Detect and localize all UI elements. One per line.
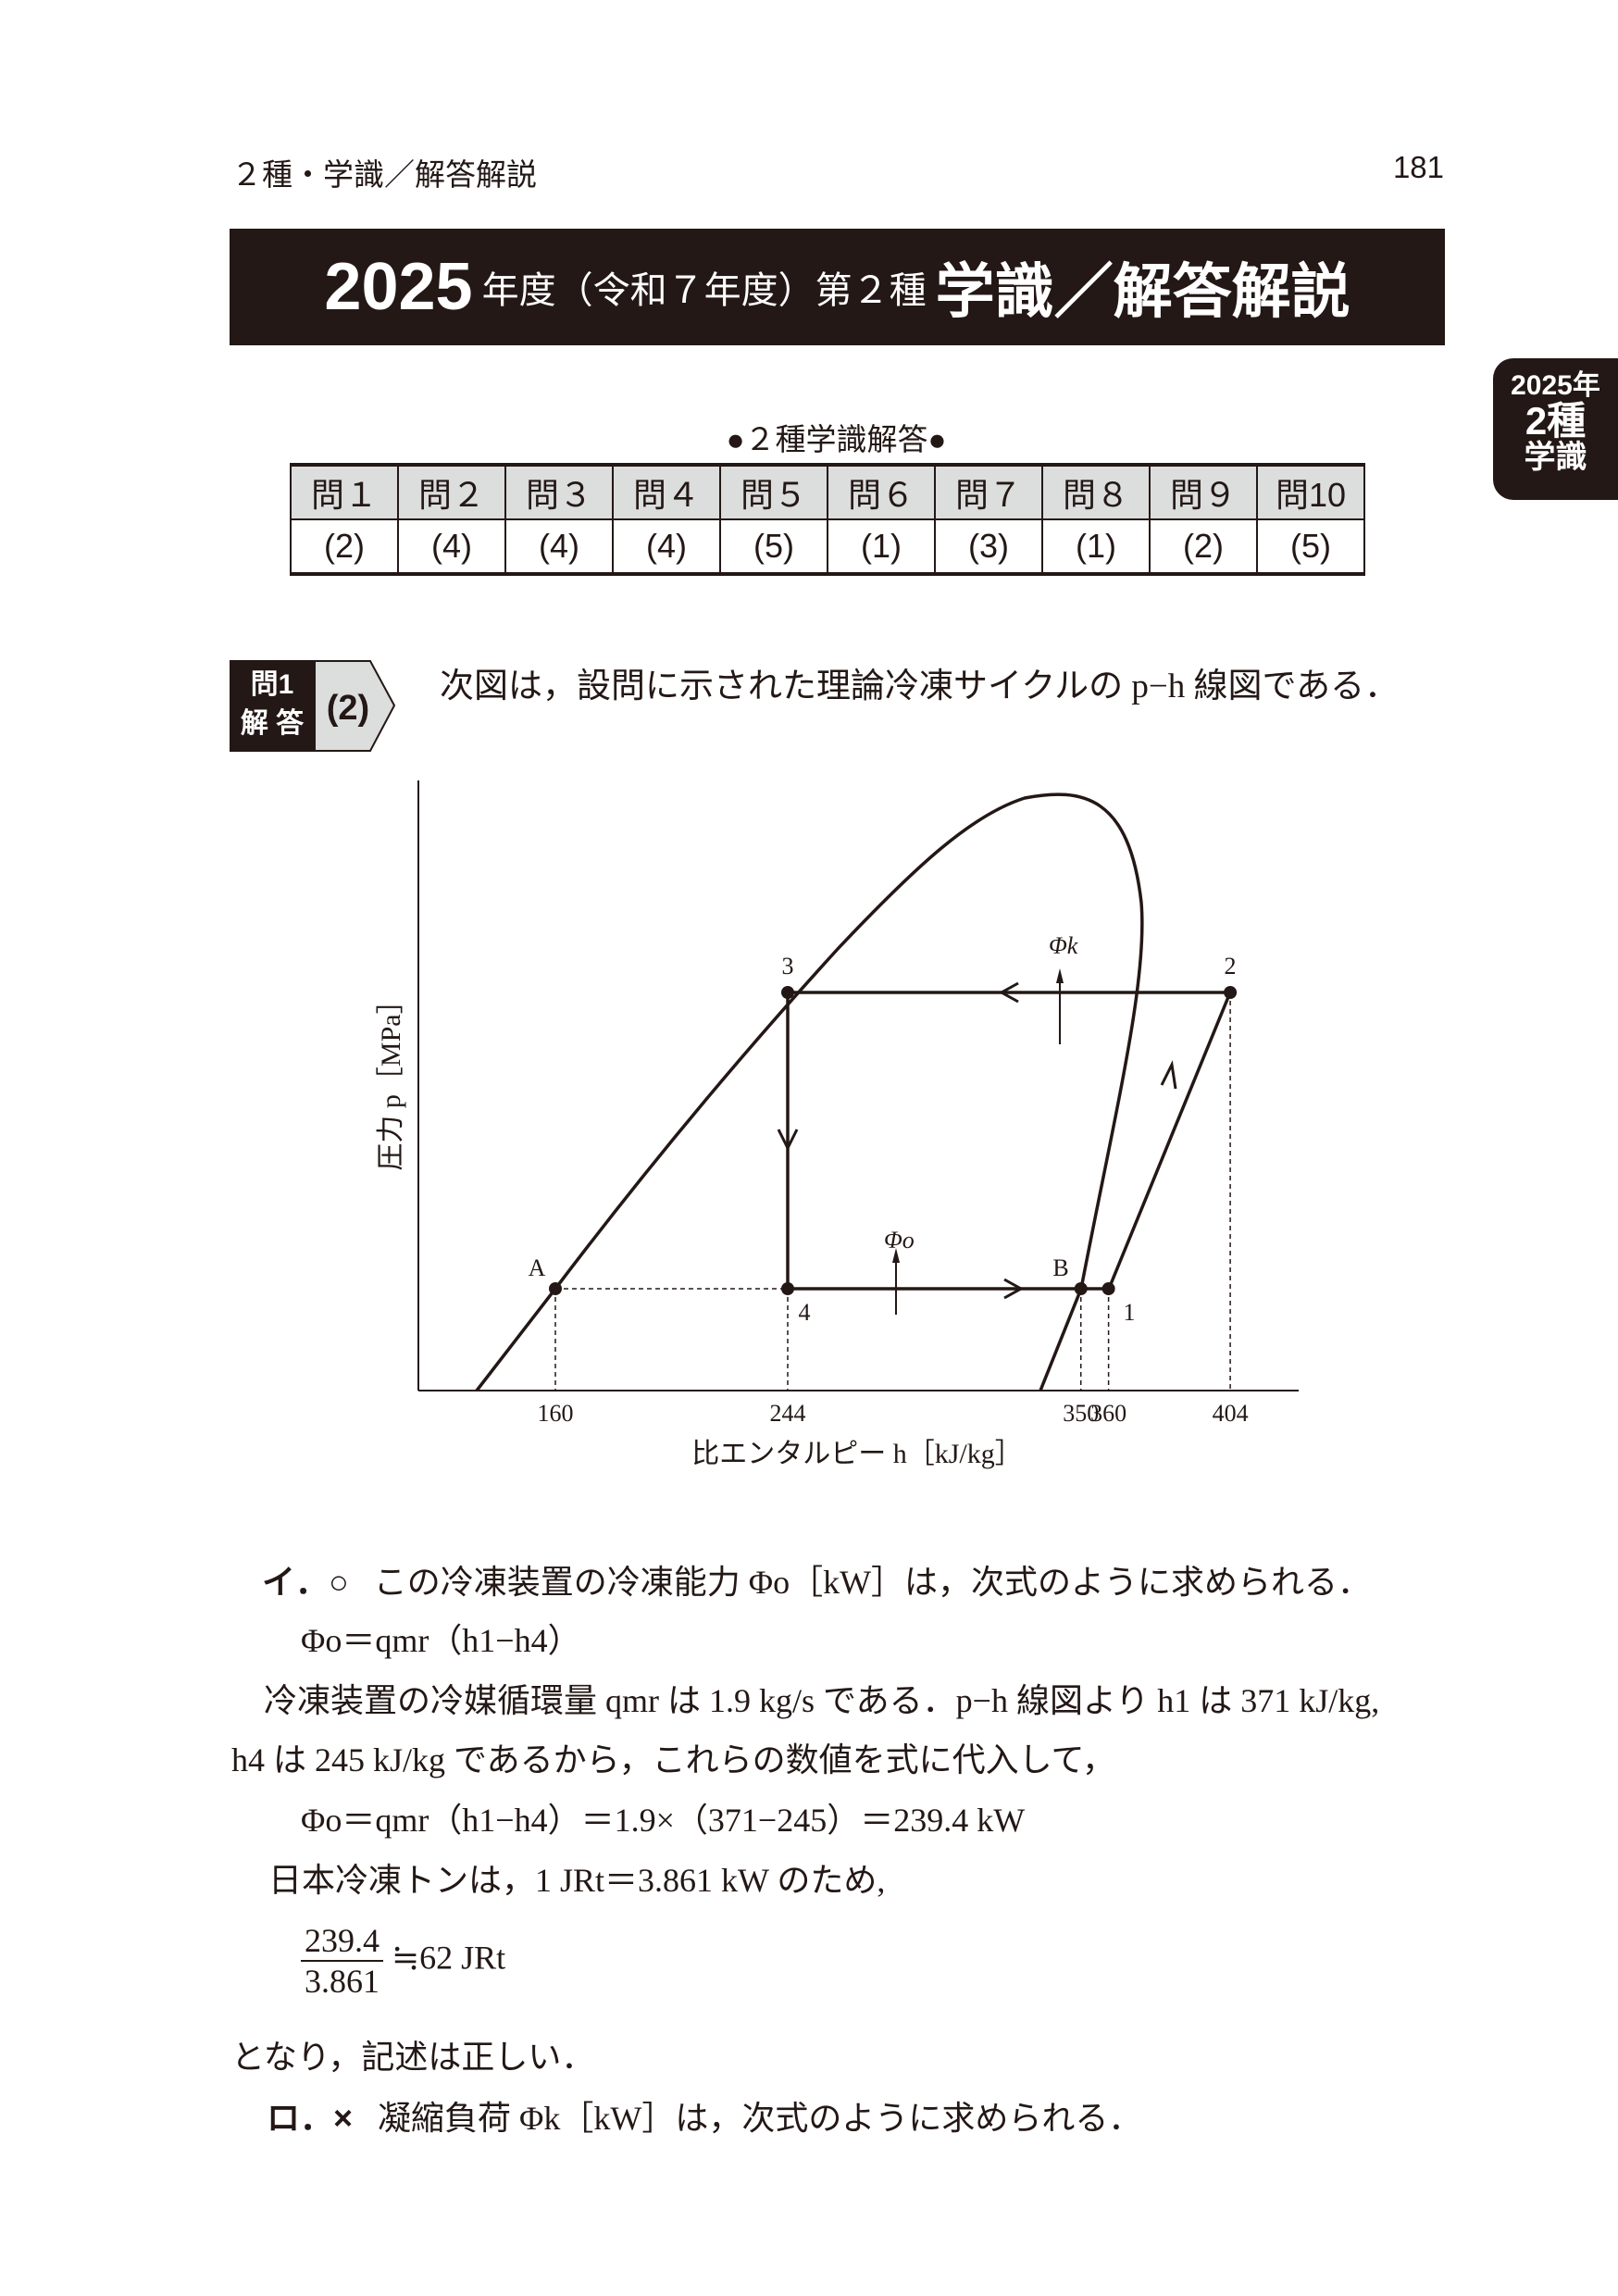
answer-cell: (1) [827,518,936,575]
question-header: 問５ [719,463,828,520]
page-title: 2025 年度（令和７年度）第２種 学識／解答解説 [230,229,1445,345]
badge-answer-value: (2) [327,689,369,728]
answer-cell: (4) [397,518,506,575]
question-header: 問７ [934,463,1043,520]
running-head: ２種・学識／解答解説 [231,157,537,192]
answers-header-row: 問１ 問２ 問３ 問４ 問５ 問６ 問７ 問８ 問９ 問10 [290,463,1365,520]
paragraph-3: 日本冷凍トンは，1 JRt＝3.861 kW のため, [268,1862,886,1899]
denominator: 3.861 [305,1963,380,2000]
answer-cell: (5) [719,518,828,575]
paragraph-1: 冷凍装置の冷媒循環量 qmr は 1.9 kg/s である．p−h 線図より h… [264,1682,1380,1719]
state-points [549,986,1238,1295]
point-A [549,1282,562,1295]
arrow-4-1 [1003,1278,1025,1300]
fraction-equation: 239.4 3.861 ≒62 JRt [301,1921,505,2001]
phi-o-arrow-head [892,1248,900,1263]
label-3: 3 [782,953,794,980]
side-tab-year: 2025年 [1511,370,1600,401]
point-B [1074,1282,1088,1295]
phi-o-label: Φo [884,1227,915,1254]
item-ro-text: 凝縮負荷 Φk［kW］は，次式のように求められる． [378,2100,1142,2137]
arrow-2-3 [998,981,1019,1004]
badge-label: 問1 解 答 [230,660,315,752]
title-mid: 年度（令和７年度）第２種 [481,270,927,311]
point-4 [781,1282,794,1295]
x-tick-label: 160 [538,1400,574,1427]
page-number: 181 [1392,150,1444,184]
answer-cell: (2) [290,518,399,575]
label-1: 1 [1124,1299,1136,1326]
question-header: 問４ [612,463,721,520]
label-A: A [529,1254,546,1281]
equation-2: Φo＝qmr（h1−h4）＝1.9×（371−245）＝239.4 kW [301,1802,1026,1839]
q1-answer-badge: 問1 解 答 (2) [230,660,396,752]
answer-cell: (4) [612,518,721,575]
item-ro-mark: ロ．× [267,2099,354,2137]
title-bold: 学識／解答解説 [935,258,1350,325]
question-header: 問３ [504,463,614,520]
item-i-mark: イ．○ [262,1563,349,1601]
phi-k-label: Φk [1049,932,1078,959]
badge-question: 問1 [250,669,294,700]
answer-cell: (5) [1256,518,1365,575]
badge-answer-label: 解 答 [240,708,305,739]
question-header: 問２ [397,463,506,520]
question-header: 問１ [290,463,399,520]
fraction: 239.4 3.861 [301,1921,383,2001]
y-axis-label: 圧力 p［MPa］ [376,986,406,1170]
compression-line [1107,992,1232,1290]
answers-value-row: (2) (4) (4) (4) (5) (1) (3) (1) (2) (5) [290,518,1365,575]
arrow-3-4 [777,1129,799,1152]
answer-cell: (2) [1149,518,1258,575]
x-axis-label: 比エンタルピー h［kJ/kg］ [691,1439,1023,1469]
answers-table: 問１ 問２ 問３ 問４ 問５ 問６ 問７ 問８ 問９ 問10 (2) (4) (4) (4) (5) (1)… [290,463,1365,576]
answers-caption: ●２種学識解答● [726,422,947,456]
paragraph-4: となり，記述は正しい． [231,2039,595,2076]
title-year: 2025 [324,250,473,324]
badge-arrow-shape: (2) [315,660,396,752]
question-header: 問８ [1041,463,1151,520]
answer-cell: (3) [934,518,1043,575]
point-2 [1224,986,1238,999]
item-ro: ロ．× 凝縮負荷 Φk［kW］は，次式のように求められる． [267,2091,1141,2140]
x-tick-label: 350 [1063,1400,1099,1427]
x-tick-label: 360 [1090,1400,1126,1427]
q1-intro: 次図は，設問に示された理論冷凍サイクルの p−h 線図である． [440,668,1400,705]
x-tick-label: 244 [770,1400,806,1427]
arrow-1-2 [1160,1060,1177,1090]
answer-cell: (1) [1041,518,1151,575]
numerator: 239.4 [301,1921,383,1962]
x-tick-label: 404 [1213,1400,1249,1427]
side-tab-grade: 2種 [1525,398,1587,443]
item-i: イ．○ この冷凍装置の冷凍能力 Φo［kW］は，次式のように求められる． [262,1555,1371,1603]
label-B: B [1052,1254,1068,1281]
guide-lines [554,992,1231,1391]
question-header: 問９ [1149,463,1258,520]
point-3 [781,986,794,999]
question-header: 問６ [827,463,936,520]
item-i-text: この冷凍装置の冷凍能力 Φo［kW］は，次式のように求められる． [373,1564,1372,1601]
question-header: 問10 [1256,463,1365,520]
point-1 [1101,1282,1115,1295]
label-4: 4 [799,1299,811,1326]
equation-1: Φo＝qmr（h1−h4） [301,1622,581,1659]
saturation-dome [475,792,1144,1392]
answer-cell: (4) [504,518,614,575]
side-tab-subject: 学識 [1524,439,1587,475]
side-tab: 2025年 2種 学識 [1493,358,1618,500]
phi-k-arrow-head [1056,968,1064,983]
fraction-result: ≒62 JRt [392,1939,506,1977]
label-2: 2 [1225,953,1237,980]
paragraph-2: h4 は 245 kJ/kg であるから，これらの数値を式に代入して， [231,1741,1115,1778]
